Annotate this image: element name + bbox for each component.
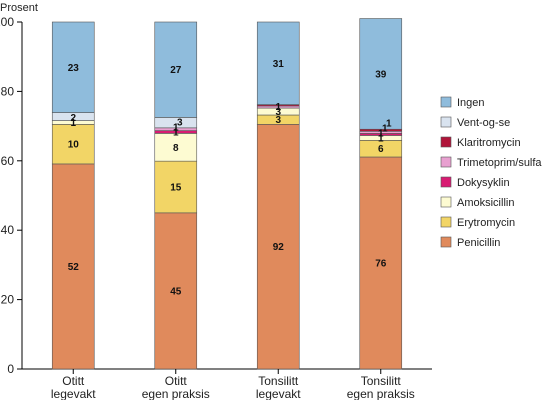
data-label: 1 — [386, 118, 392, 129]
data-label: 1 — [173, 122, 179, 133]
y-axis-title: Prosent — [0, 2, 38, 14]
data-label: 2 — [70, 113, 76, 124]
y-tick-label: 80 — [1, 84, 15, 98]
legend-label: Erytromycin — [457, 217, 515, 229]
data-label: 45 — [170, 286, 182, 297]
data-label: 6 — [378, 144, 384, 155]
data-label: 76 — [375, 258, 387, 269]
legend-swatch — [440, 196, 452, 208]
legend-label: Ingen — [457, 97, 485, 109]
bar-segment — [51, 124, 95, 165]
data-label: 23 — [68, 63, 80, 74]
bar-segment — [154, 133, 198, 162]
bar-segment — [51, 21, 95, 113]
x-tick-label: legevakt — [256, 387, 301, 400]
legend-swatch — [440, 236, 452, 248]
data-label: 1 — [378, 128, 384, 139]
legend-label: Vent-og-se — [457, 117, 510, 129]
x-tick-label: Otitt — [165, 374, 188, 388]
legend-label: Dokysyklin — [457, 177, 510, 189]
data-label: 1 — [70, 118, 76, 129]
legend-label: Klaritromycin — [457, 137, 521, 149]
legend-swatch — [440, 96, 452, 108]
legend-swatch — [440, 116, 452, 128]
bar-segment — [256, 21, 300, 105]
legend-swatch — [440, 156, 452, 168]
x-tick-label: Otitt — [62, 374, 85, 388]
x-tick-label: Tonsilitt — [258, 374, 299, 388]
y-tick-label: 0 — [7, 362, 14, 376]
data-label: 1 — [378, 133, 384, 144]
data-label: 3 — [177, 117, 183, 128]
data-label: 10 — [68, 140, 80, 151]
x-tick-label: Tonsilitt — [361, 374, 402, 388]
data-label: 27 — [170, 65, 182, 76]
x-tick-label: egen praksis — [142, 387, 210, 400]
bar-segment — [154, 160, 198, 214]
data-label: 1 — [173, 127, 179, 138]
legend-label: Amoksicillin — [457, 197, 514, 209]
data-label: 3 — [275, 107, 281, 118]
bar-segment — [154, 21, 198, 118]
y-ticks: 0 20 40 60 80 100 — [0, 15, 22, 376]
data-label: 39 — [375, 69, 387, 80]
bar-segment — [359, 156, 403, 370]
y-tick-label: 100 — [0, 15, 14, 29]
y-tick-label: 20 — [1, 293, 15, 307]
data-label: 52 — [68, 262, 80, 273]
bar-segment — [154, 212, 198, 370]
legend-swatch — [440, 136, 452, 148]
data-label: 1 — [382, 123, 388, 134]
x-tick-label: egen praksis — [347, 387, 415, 400]
data-label: 92 — [273, 242, 285, 253]
legend-label: Penicillin — [457, 237, 500, 249]
plot-area: Prosent 020406080100 5210122345158113279… — [0, 2, 432, 400]
bar-segment — [51, 163, 95, 370]
x-tick-label: legevakt — [51, 387, 96, 400]
data-label: 1 — [275, 102, 281, 113]
data-label: 3 — [275, 115, 281, 126]
legend: Ingen Vent-og-se Klaritromycin Trimetoprim/… — [440, 96, 542, 249]
data-label: 8 — [173, 143, 179, 154]
y-tick-label: 40 — [1, 223, 15, 237]
legend-swatch — [440, 176, 452, 188]
data-label: 15 — [170, 182, 182, 193]
legend-swatch — [440, 216, 452, 228]
data-label: 31 — [273, 59, 285, 70]
bar-segment — [359, 18, 403, 130]
legend-label: Trimetoprim/sulfa — [457, 157, 542, 169]
y-tick-label: 60 — [1, 154, 15, 168]
